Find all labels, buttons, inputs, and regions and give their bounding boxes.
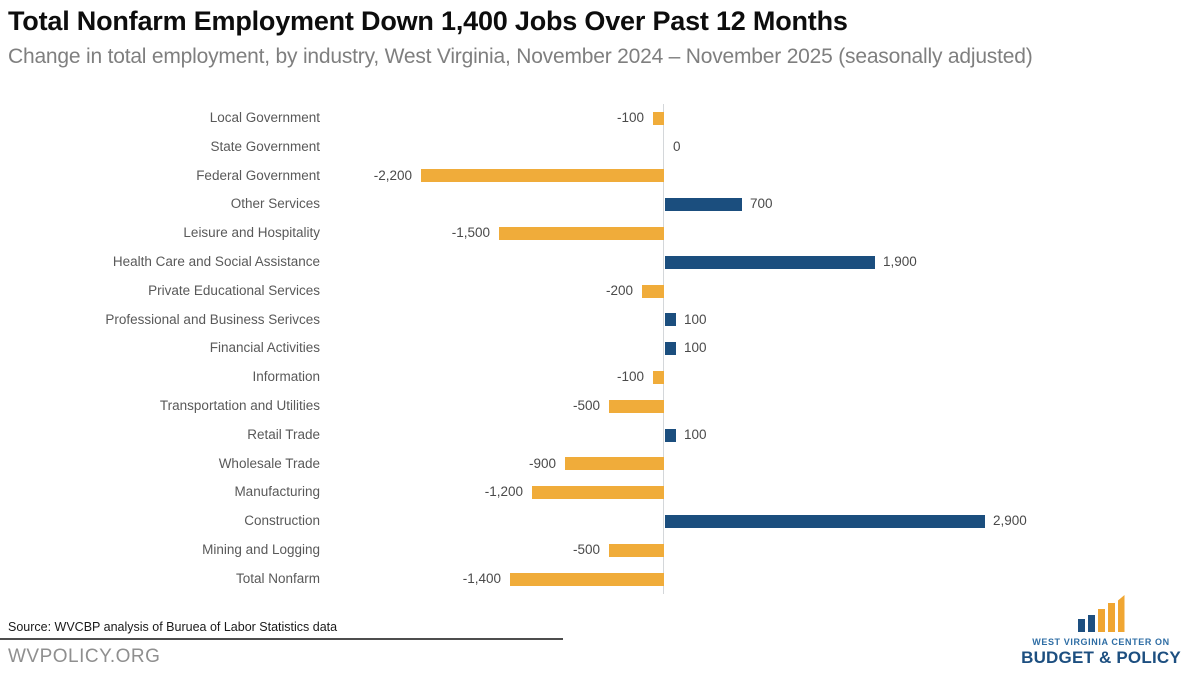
category-label: Federal Government <box>196 167 320 183</box>
chart-row: Financial Activities 100 <box>0 334 1200 363</box>
chart-row: Manufacturing -1,200 <box>0 478 1200 507</box>
chart-row: Local Government -100 <box>0 104 1200 133</box>
bar <box>665 342 676 356</box>
bar <box>609 543 664 557</box>
chart-row: Private Educational Services -200 <box>0 277 1200 306</box>
bar <box>653 371 664 385</box>
bar <box>665 428 676 442</box>
bar <box>642 284 664 298</box>
category-label: Financial Activities <box>209 340 320 356</box>
chart-subtitle: Change in total employment, by industry,… <box>8 45 1033 68</box>
category-label: Wholesale Trade <box>218 455 320 471</box>
value-label: -100 <box>616 369 644 385</box>
chart-title: Total Nonfarm Employment Down 1,400 Jobs… <box>8 6 848 36</box>
bar <box>565 457 664 471</box>
chart-row: Information -100 <box>0 363 1200 392</box>
value-label: -500 <box>572 542 600 557</box>
chart-row: Professional and Business Serivces 100 <box>0 306 1200 335</box>
logo-bar <box>1097 609 1105 632</box>
bar <box>665 313 676 327</box>
category-label: Transportation and Utilities <box>159 398 320 413</box>
bar-chart: Local Government -100 State Government 0 Fed… <box>0 104 1200 594</box>
value-label: -1,500 <box>451 225 490 241</box>
chart-header: Total Nonfarm Employment Down 1,400 Jobs… <box>8 6 1192 69</box>
category-label: Mining and Logging <box>202 542 320 557</box>
source-divider-line <box>0 638 563 640</box>
bar <box>609 399 664 413</box>
value-label: 100 <box>684 340 707 356</box>
logo-text-bottom: BUDGET & POLICY <box>1021 648 1181 667</box>
chart-row: Federal Government -2,200 <box>0 162 1200 191</box>
logo-bar <box>1107 603 1115 632</box>
value-label: -1,200 <box>484 484 523 500</box>
chart-row: Mining and Logging -500 <box>0 536 1200 565</box>
category-label: Total Nonfarm <box>235 570 320 586</box>
category-label: State Government <box>210 138 320 154</box>
chart-row: Leisure and Hospitality -1,500 <box>0 219 1200 248</box>
category-label: Other Services <box>230 196 320 212</box>
chart-row: Other Services 700 <box>0 190 1200 219</box>
category-label: Local Government <box>209 110 320 125</box>
source-note: Source: WVCBP analysis of Buruea of Labo… <box>8 620 338 634</box>
value-label: 100 <box>684 311 707 327</box>
value-label: -2,200 <box>373 167 412 183</box>
site-url: WVPOLICY.ORG <box>8 646 161 667</box>
logo-bars-icon <box>1077 595 1125 632</box>
bar <box>665 198 742 212</box>
value-label: -1,400 <box>462 570 501 586</box>
logo-text-top: WEST VIRGINIA CENTER ON <box>1032 637 1170 647</box>
value-label: -500 <box>572 398 600 413</box>
chart-row: State Government 0 <box>0 133 1200 162</box>
bar <box>510 572 664 586</box>
category-label: Leisure and Hospitality <box>183 225 320 241</box>
category-label: Manufacturing <box>234 484 320 500</box>
category-label: Health Care and Social Assistance <box>112 254 320 269</box>
value-label: 1,900 <box>883 254 917 269</box>
logo-bar <box>1077 619 1085 632</box>
chart-row: Wholesale Trade -900 <box>0 450 1200 479</box>
bar <box>653 111 664 125</box>
chart-row: Total Nonfarm -1,400 <box>0 565 1200 594</box>
value-label: -100 <box>616 110 644 125</box>
bar <box>665 255 875 269</box>
category-label: Professional and Business Serivces <box>105 311 320 327</box>
chart-row: Transportation and Utilities -500 <box>0 392 1200 421</box>
logo-bar <box>1087 615 1095 632</box>
value-label: 2,900 <box>993 513 1027 529</box>
category-label: Retail Trade <box>247 426 320 442</box>
value-label: -200 <box>605 282 633 298</box>
value-label: -900 <box>528 455 556 471</box>
bar <box>421 169 664 183</box>
bar <box>499 227 664 241</box>
zero-axis-line <box>663 104 664 594</box>
value-label: 100 <box>684 426 707 442</box>
category-label: Construction <box>244 513 320 529</box>
bar <box>665 515 985 529</box>
category-label: Private Educational Services <box>148 282 320 298</box>
wvcbp-logo: WEST VIRGINIA CENTER ON BUDGET & POLICY <box>1015 578 1187 668</box>
chart-row: Retail Trade 100 <box>0 421 1200 450</box>
chart-row: Construction 2,900 <box>0 507 1200 536</box>
value-label: 700 <box>750 196 773 212</box>
category-label: Information <box>252 369 320 385</box>
chart-row: Health Care and Social Assistance 1,900 <box>0 248 1200 277</box>
logo-bar <box>1117 595 1125 632</box>
value-label: 0 <box>673 138 681 154</box>
bar <box>532 486 664 500</box>
